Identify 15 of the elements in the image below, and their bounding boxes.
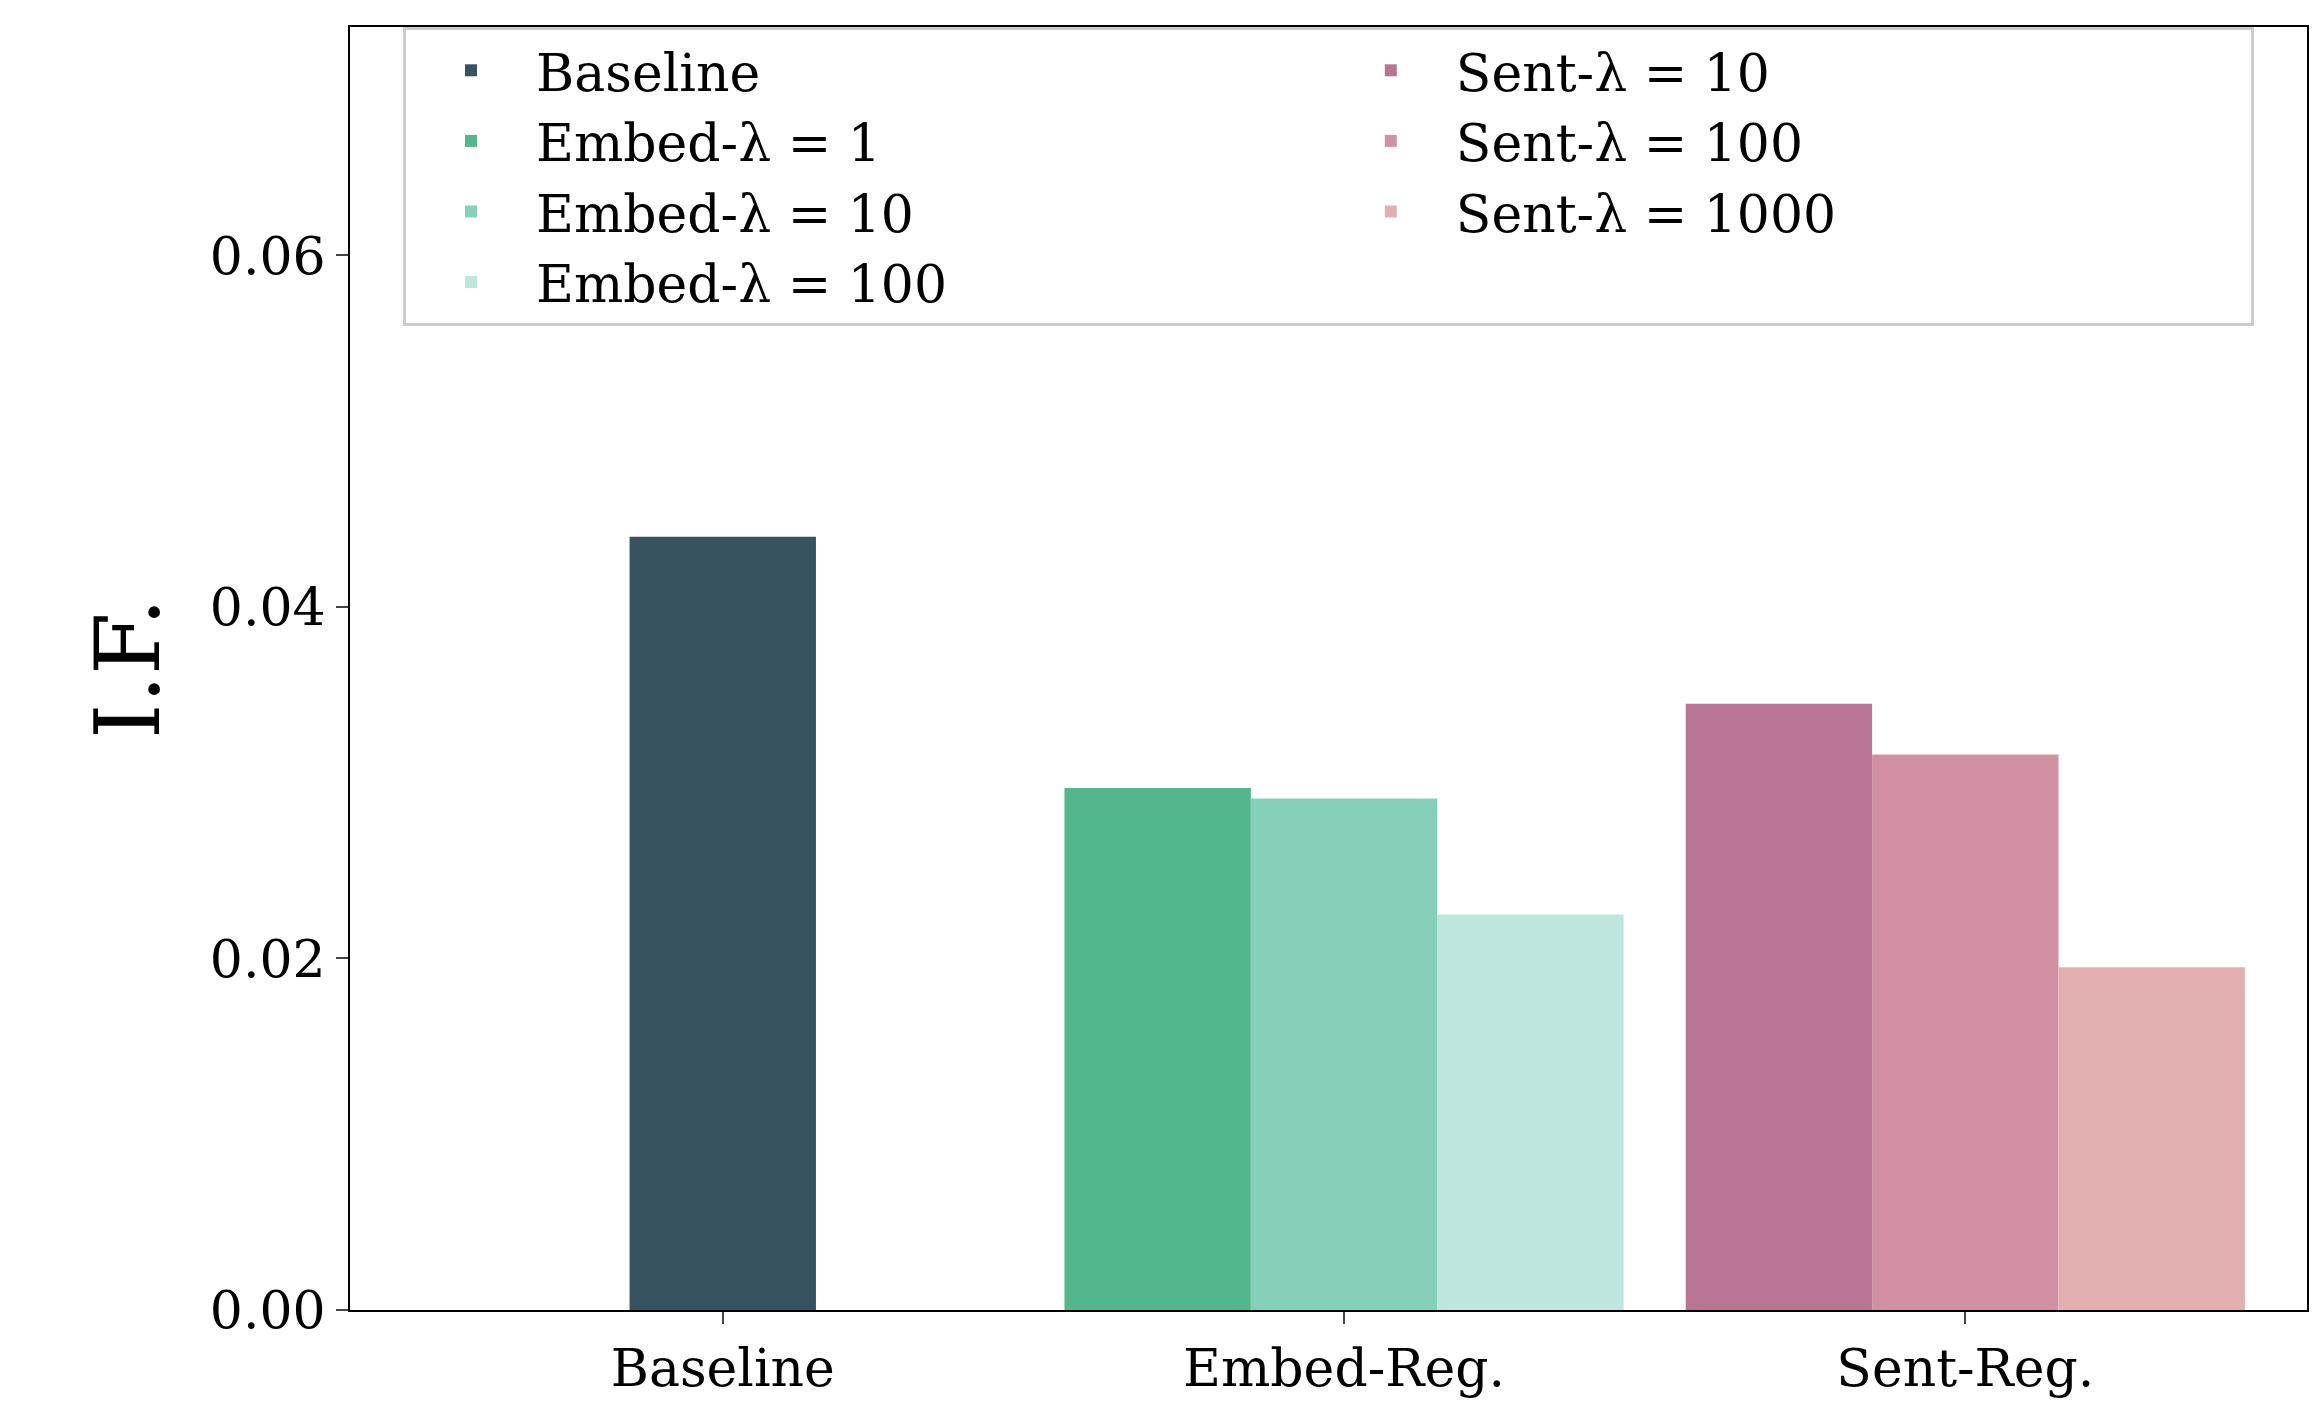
- y-tick-label: 0.00: [209, 1280, 326, 1341]
- y-tick-label: 0.04: [209, 577, 326, 638]
- x-tick-label: Baseline: [610, 1338, 835, 1399]
- legend-label: Embed-λ = 10: [536, 183, 914, 244]
- y-tick-label: 0.06: [209, 225, 326, 286]
- y-axis-title: I.F.: [75, 597, 181, 740]
- legend-label: Sent-λ = 10: [1455, 42, 1770, 103]
- legend-label: Embed-λ = 100: [536, 254, 948, 315]
- legend-label: Embed-λ = 1: [536, 113, 881, 174]
- y-tick-label: 0.02: [209, 928, 326, 989]
- x-tick-label: Embed-Reg.: [1183, 1338, 1505, 1399]
- legend-label: Baseline: [536, 42, 761, 103]
- legend-label: Sent-λ = 1000: [1455, 183, 1837, 244]
- x-tick-label: Sent-Reg.: [1836, 1338, 2095, 1399]
- legend-label: Sent-λ = 100: [1455, 113, 1803, 174]
